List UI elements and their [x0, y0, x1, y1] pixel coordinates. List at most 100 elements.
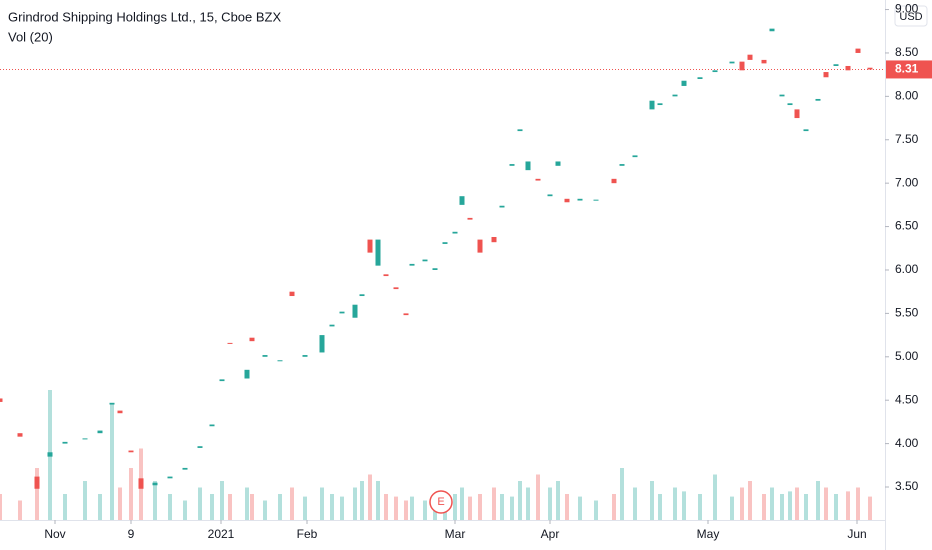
volume-bar	[868, 496, 872, 520]
y-tick-label: 6.50	[895, 219, 919, 233]
candle-body	[747, 54, 753, 60]
candle-body	[467, 217, 473, 220]
candle-body	[167, 476, 173, 479]
volume-bar	[620, 468, 624, 520]
candle-body	[409, 263, 415, 266]
volume-bar	[384, 494, 388, 520]
candle-body	[555, 161, 561, 166]
volume-bar	[35, 468, 39, 520]
volume-bar	[153, 481, 157, 520]
volume-bar	[250, 494, 254, 520]
candle-body	[62, 441, 68, 444]
currency-label[interactable]: USD	[899, 11, 922, 23]
candle-body	[564, 198, 570, 203]
volume-bar	[673, 487, 677, 520]
candle-body	[867, 67, 873, 70]
volume-bar	[578, 496, 582, 520]
volume-bar	[518, 481, 522, 520]
volume-bar	[220, 481, 224, 520]
candle-body	[547, 194, 553, 197]
volume-bar	[650, 481, 654, 520]
y-tick-label: 3.50	[895, 479, 919, 493]
candle-body	[128, 450, 134, 453]
volume-bar	[510, 496, 514, 520]
volume-bar	[340, 496, 344, 520]
candle-body	[319, 335, 325, 353]
volume-bar	[770, 487, 774, 520]
candle-body	[138, 478, 144, 489]
volume-bar	[748, 481, 752, 520]
volume-bar	[780, 494, 784, 520]
volume-bar	[404, 500, 408, 520]
volume-bar	[210, 494, 214, 520]
volume-bar	[0, 494, 2, 520]
volume-bar	[460, 487, 464, 520]
volume-bar	[834, 494, 838, 520]
volume-bar	[804, 494, 808, 520]
candle-body	[262, 355, 268, 357]
last-price-box	[886, 60, 932, 79]
currency-box[interactable]	[894, 5, 928, 27]
volume-bar	[730, 496, 734, 520]
chart-title: Grindrod Shipping Holdings Ltd., 15, Cbo…	[8, 9, 281, 24]
candle-body	[779, 94, 785, 97]
volume-bar	[198, 487, 202, 520]
volume-bar	[18, 500, 22, 520]
candle-body	[611, 178, 617, 184]
volume-bar	[168, 494, 172, 520]
candle-body	[329, 324, 335, 327]
volume-bar	[594, 500, 598, 520]
volume-bar	[290, 487, 294, 520]
candle-body	[499, 205, 505, 208]
candle-body	[47, 452, 53, 457]
volume-bar	[500, 494, 504, 520]
x-tick-label: May	[697, 527, 720, 541]
candle-body	[577, 198, 583, 201]
candle-body	[739, 61, 745, 71]
y-tick-label: 5.00	[895, 349, 919, 363]
volume-bar	[98, 494, 102, 520]
volume-bar	[83, 481, 87, 520]
volume-bar	[368, 474, 372, 520]
volume-bar	[110, 403, 114, 520]
candle-body	[459, 196, 465, 205]
candle-body	[787, 103, 793, 106]
volume-bar	[228, 494, 232, 520]
candle-body	[509, 164, 515, 166]
candle-body	[619, 164, 625, 166]
candle-body	[794, 109, 800, 119]
candle-body	[34, 476, 40, 489]
volume-bar	[740, 487, 744, 520]
candle-body	[359, 294, 365, 297]
candle-body	[249, 337, 255, 342]
candle-body	[452, 231, 458, 234]
x-tick-label: Feb	[297, 527, 318, 541]
volume-bar	[376, 481, 380, 520]
x-tick-label: 2021	[208, 527, 235, 541]
volume-bar	[453, 494, 457, 520]
volume-bar	[129, 468, 133, 520]
volume-bar	[536, 474, 540, 520]
candle-body	[815, 98, 821, 101]
candle-body	[302, 355, 308, 357]
candle-body	[593, 199, 599, 201]
volume-bar	[360, 481, 364, 520]
candle-body	[491, 236, 497, 243]
candle-body	[632, 155, 638, 158]
candle-body	[833, 64, 839, 66]
volume-bar	[612, 494, 616, 520]
candle-body	[219, 379, 225, 382]
candle-body	[432, 268, 438, 270]
volume-bar	[330, 494, 334, 520]
volume-bar	[788, 491, 792, 520]
volume-bar	[565, 494, 569, 520]
candle-body	[845, 65, 851, 71]
candle-body	[152, 482, 158, 486]
candle-body	[197, 446, 203, 448]
candle-body	[672, 94, 678, 97]
candle-body	[352, 304, 358, 318]
volume-bar	[303, 496, 307, 520]
candle-body	[477, 239, 483, 253]
candle-body	[657, 103, 663, 106]
